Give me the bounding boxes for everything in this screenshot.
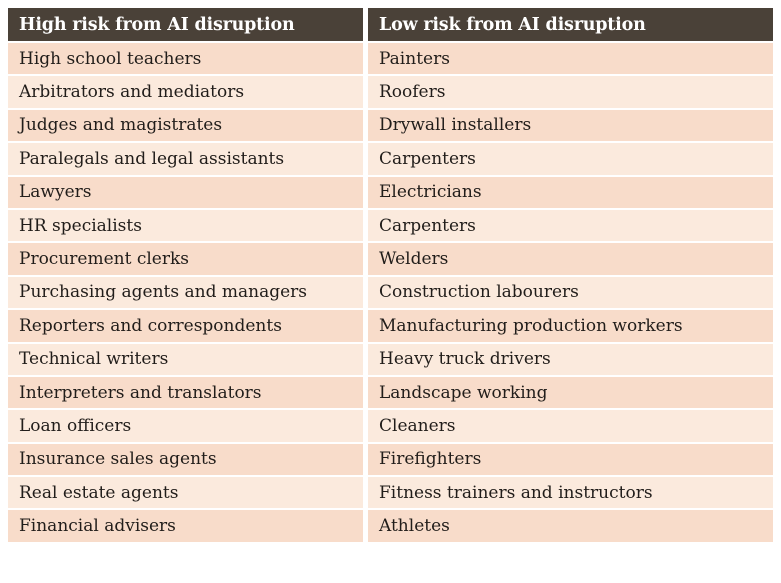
high-risk-cell: Paralegals and legal assistants <box>8 143 368 177</box>
high-risk-cell: High school teachers <box>8 43 368 77</box>
table-row: Loan officers Cleaners <box>8 410 773 444</box>
high-risk-cell: Financial advisers <box>8 510 368 544</box>
table-row: Arbitrators and mediators Roofers <box>8 76 773 110</box>
low-risk-cell: Firefighters <box>368 443 773 478</box>
low-risk-cell: Manufacturing production workers <box>368 310 773 344</box>
high-risk-cell: Lawyers <box>8 176 368 210</box>
high-risk-cell: HR specialists <box>8 209 368 244</box>
table-row: Insurance sales agents Firefighters <box>8 443 773 478</box>
table-row: Real estate agents Fitness trainers and i… <box>8 477 773 511</box>
high-risk-cell: Arbitrators and mediators <box>8 76 368 110</box>
low-risk-cell: Welders <box>368 243 773 277</box>
low-risk-cell: Cleaners <box>368 410 773 444</box>
low-risk-cell: Athletes <box>368 510 773 544</box>
high-risk-cell: Procurement clerks <box>8 243 368 277</box>
low-risk-cell: Painters <box>368 43 773 77</box>
table-row: Interpreters and translators Landscape wo… <box>8 376 773 411</box>
high-risk-cell: Loan officers <box>8 410 368 444</box>
table-row: Paralegals and legal assistants Carpenter… <box>8 143 773 177</box>
low-risk-cell: Construction labourers <box>368 276 773 311</box>
high-risk-cell: Purchasing agents and managers <box>8 276 368 311</box>
ai-risk-table: High risk from AI disruption Low risk fr… <box>8 8 773 544</box>
header-low-risk: Low risk from AI disruption <box>368 8 773 43</box>
ai-risk-table-container: High risk from AI disruption Low risk fr… <box>8 8 773 544</box>
table-row: Judges and magistrates Drywall installers <box>8 109 773 144</box>
high-risk-cell: Technical writers <box>8 343 368 377</box>
table-row: Purchasing agents and managers Constructi… <box>8 276 773 311</box>
low-risk-cell: Landscape working <box>368 376 773 411</box>
high-risk-cell: Real estate agents <box>8 477 368 511</box>
table-body: High school teachers Painters Arbitrators … <box>8 43 773 544</box>
table-header-row: High risk from AI disruption Low risk fr… <box>8 8 773 43</box>
low-risk-cell: Drywall installers <box>368 109 773 144</box>
header-high-risk: High risk from AI disruption <box>8 8 368 43</box>
low-risk-cell: Roofers <box>368 76 773 110</box>
low-risk-cell: Carpenters <box>368 209 773 244</box>
high-risk-cell: Reporters and correspondents <box>8 310 368 344</box>
low-risk-cell: Carpenters <box>368 143 773 177</box>
low-risk-cell: Heavy truck drivers <box>368 343 773 377</box>
table-row: Financial advisers Athletes <box>8 510 773 544</box>
table-row: HR specialists Carpenters <box>8 209 773 244</box>
low-risk-cell: Fitness trainers and instructors <box>368 477 773 511</box>
low-risk-cell: Electricians <box>368 176 773 210</box>
table-row: Technical writers Heavy truck drivers <box>8 343 773 377</box>
high-risk-cell: Interpreters and translators <box>8 376 368 411</box>
high-risk-cell: Insurance sales agents <box>8 443 368 478</box>
table-row: Procurement clerks Welders <box>8 243 773 277</box>
table-row: Lawyers Electricians <box>8 176 773 210</box>
table-row: Reporters and correspondents Manufacturin… <box>8 310 773 344</box>
table-row: High school teachers Painters <box>8 43 773 77</box>
high-risk-cell: Judges and magistrates <box>8 109 368 144</box>
